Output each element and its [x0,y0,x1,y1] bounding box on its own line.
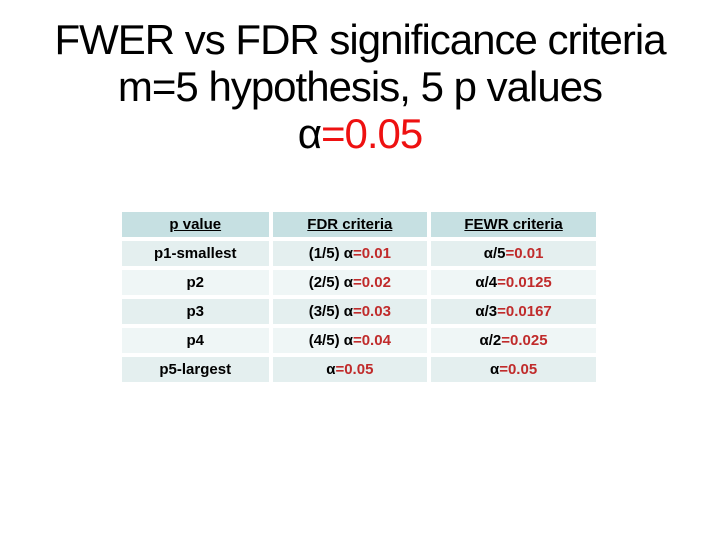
fdr-value: =0.02 [352,274,391,291]
fewr-value: =0.0167 [497,303,552,320]
fdr-value: =0.01 [352,245,391,262]
fewr-value: =0.0125 [497,274,552,291]
p-value-cell: p5-largest [122,357,269,382]
p-value-cell: p2 [122,270,269,295]
fdr-value: =0.05 [335,361,374,378]
fewr-criteria-cell: α/3=0.0167 [431,299,596,324]
fdr-criteria-cell: (4/5) α=0.04 [272,328,428,353]
fewr-formula: α/5 [483,245,506,262]
fewr-value: =0.025 [501,332,548,349]
title-alpha-value: =0.05 [321,110,423,157]
significance-criteria-table: p value FDR criteria FEWR criteria p1-sm… [118,208,600,386]
p-value-cell: p4 [122,328,269,353]
fdr-criteria-cell: (3/5) α=0.03 [272,299,428,324]
fewr-formula: α [489,361,500,378]
fewr-criteria-cell: α/5=0.01 [431,241,596,266]
title-line-2: m=5 hypothesis, 5 p values [117,63,603,110]
fewr-formula: α/4 [475,274,498,291]
title-line-3: α=0.05 [0,110,720,157]
fdr-value: =0.03 [352,303,391,320]
fewr-formula: α/3 [475,303,498,320]
fdr-formula: (4/5) α [308,332,353,349]
title-alpha: α [297,110,322,157]
header-fewr-criteria: FEWR criteria [431,212,596,237]
fewr-value: =0.01 [505,245,544,262]
fdr-value: =0.04 [352,332,391,349]
fdr-formula: (1/5) α [308,245,353,262]
fewr-formula: α/2 [479,332,502,349]
header-fdr-criteria: FDR criteria [272,212,428,237]
fdr-criteria-cell: (2/5) α=0.02 [272,270,428,295]
fdr-criteria-cell: α=0.05 [272,357,428,382]
table-row: p2 (2/5) α=0.02 α/4=0.0125 [122,270,596,295]
fewr-criteria-cell: α/4=0.0125 [431,270,596,295]
header-p-value: p value [122,212,269,237]
slide-title: FWER vs FDR significance criteria m=5 hy… [0,16,720,157]
fewr-value: =0.05 [499,361,538,378]
fdr-formula: α [326,361,336,378]
table-row: p1-smallest (1/5) α=0.01 α/5=0.01 [122,241,596,266]
table-header-row: p value FDR criteria FEWR criteria [122,212,596,237]
fdr-formula: (3/5) α [308,303,353,320]
table-row: p5-largest α=0.05 α=0.05 [122,357,596,382]
title-line-1: FWER vs FDR significance criteria [54,16,666,63]
p-value-cell: p3 [122,299,269,324]
fdr-formula: (2/5) α [308,274,353,291]
fewr-criteria-cell: α=0.05 [431,357,596,382]
table-row: p3 (3/5) α=0.03 α/3=0.0167 [122,299,596,324]
fdr-criteria-cell: (1/5) α=0.01 [272,241,428,266]
p-value-cell: p1-smallest [122,241,269,266]
fewr-criteria-cell: α/2=0.025 [431,328,596,353]
table-row: p4 (4/5) α=0.04 α/2=0.025 [122,328,596,353]
